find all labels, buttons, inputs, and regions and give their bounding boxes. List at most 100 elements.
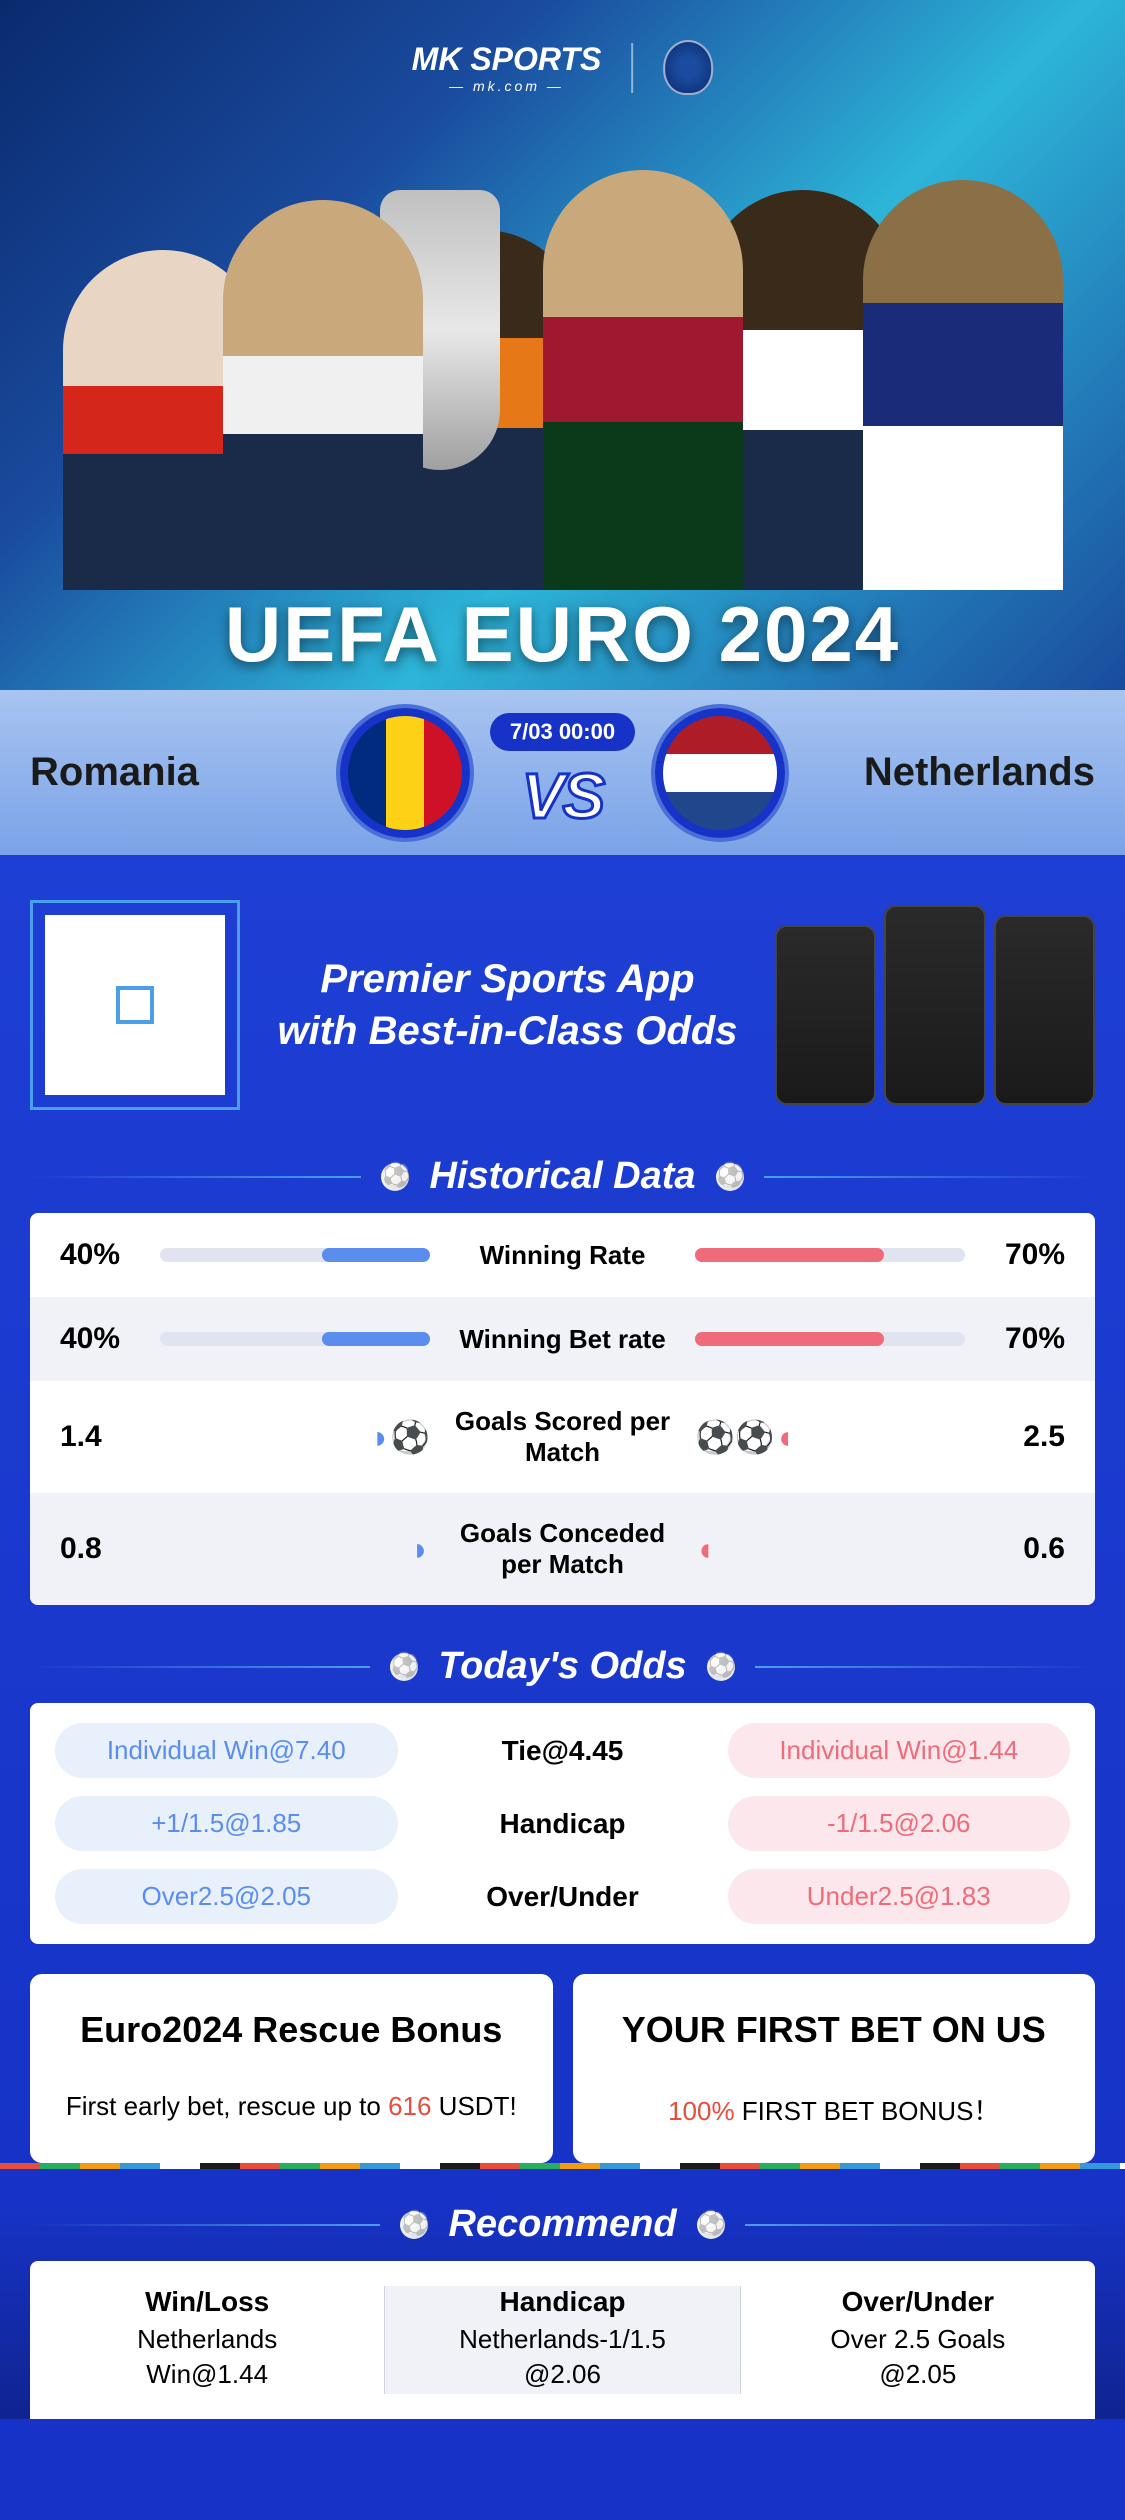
rec-label: Over/Under (741, 2286, 1095, 2318)
odds-pill-left[interactable]: Over2.5@2.05 (55, 1869, 398, 1924)
odds-center-label: Tie@4.45 (418, 1735, 708, 1767)
promo-banner: Premier Sports App with Best-in-Class Od… (30, 885, 1095, 1125)
data-value-left: 0.8 (60, 1532, 140, 1566)
odds-row: Over2.5@2.05 Over/Under Under2.5@1.83 (55, 1869, 1070, 1924)
odds-header: Today's Odds (30, 1645, 1095, 1688)
match-bar: Romania 7/03 00:00 VS Netherlands (0, 690, 1125, 855)
bonus-card[interactable]: YOUR FIRST BET ON US 100% FIRST BET BONU… (573, 1974, 1096, 2163)
header-line (30, 1176, 361, 1178)
soccer-ball-icon (381, 1163, 409, 1191)
rec-odds: @2.05 (741, 2359, 1095, 2390)
soccer-ball-icon (400, 2211, 428, 2239)
odds-center-label: Handicap (418, 1808, 708, 1840)
header-line (745, 2224, 1095, 2226)
odds-pill-right[interactable]: -1/1.5@2.06 (728, 1796, 1071, 1851)
data-label: Goals Conceded per Match (450, 1518, 675, 1580)
bonus-title: Euro2024 Rescue Bonus (60, 2009, 523, 2051)
qr-code-frame[interactable] (30, 900, 240, 1110)
bonus-card[interactable]: Euro2024 Rescue Bonus First early bet, r… (30, 1974, 553, 2163)
content-bottom: Recommend Win/Loss Netherlands Win@1.44 … (0, 2203, 1125, 2419)
club-badge-icon (663, 40, 713, 95)
recommend-col[interactable]: Win/Loss Netherlands Win@1.44 (30, 2286, 385, 2394)
flag-romania-icon (340, 708, 470, 838)
brand-subtitle: — mk.com — (449, 78, 564, 94)
header-line (30, 1666, 370, 1668)
rec-label: Handicap (385, 2286, 739, 2318)
bonus-cards: Euro2024 Rescue Bonus First early bet, r… (30, 1974, 1095, 2163)
bonus-title: YOUR FIRST BET ON US (603, 2009, 1066, 2051)
recommend-col[interactable]: Handicap Netherlands-1/1.5 @2.06 (385, 2286, 740, 2394)
rec-value: Over 2.5 Goals (741, 2324, 1095, 2355)
brand-name: MK SPORTS (412, 41, 602, 78)
promo-line1: Premier Sports App (320, 957, 694, 1001)
logo-divider (631, 43, 633, 93)
data-value-right: 70% (985, 1322, 1065, 1356)
soccer-ball-icon (716, 1163, 744, 1191)
recommend-col[interactable]: Over/Under Over 2.5 Goals @2.05 (741, 2286, 1095, 2394)
bonus-desc: 100% FIRST BET BONUS！ (603, 2091, 1066, 2128)
data-row: 1.4 ◗⚽ Goals Scored per Match ⚽⚽◖ 2.5 (30, 1381, 1095, 1493)
odds-pill-right[interactable]: Under2.5@1.83 (728, 1869, 1071, 1924)
historical-title: Historical Data (429, 1155, 695, 1198)
soccer-ball-icon (390, 1653, 418, 1681)
bar-left (160, 1248, 430, 1262)
rec-odds: @2.06 (385, 2359, 739, 2390)
players-graphic (0, 170, 1125, 590)
recommend-header: Recommend (30, 2203, 1095, 2246)
rec-value: Netherlands (30, 2324, 384, 2355)
data-value-right: 70% (985, 1238, 1065, 1272)
vs-block: 7/03 00:00 VS (490, 713, 635, 833)
data-row: 0.8 ◗ Goals Conceded per Match ◖ 0.6 (30, 1493, 1095, 1605)
bar-left (160, 1332, 430, 1346)
odds-section: Today's Odds Individual Win@7.40 Tie@4.4… (30, 1645, 1095, 1944)
player-graphic (223, 200, 423, 590)
goal-icons-left: ◗ (160, 1531, 430, 1568)
header-line (30, 2224, 380, 2226)
promo-line2: with Best-in-Class Odds (277, 1009, 737, 1053)
odds-pill-left[interactable]: +1/1.5@1.85 (55, 1796, 398, 1851)
odds-row: +1/1.5@1.85 Handicap -1/1.5@2.06 (55, 1796, 1070, 1851)
recommend-title: Recommend (448, 2203, 676, 2246)
rec-value: Netherlands-1/1.5 (385, 2324, 739, 2355)
phone-mockup-icon (775, 925, 876, 1105)
goal-icons-right: ⚽⚽◖ (695, 1418, 965, 1456)
historical-data-table: 40% Winning Rate 70% 40% Winning Bet rat… (30, 1213, 1095, 1605)
data-value-left: 40% (60, 1322, 140, 1356)
main-content: Premier Sports App with Best-in-Class Od… (0, 855, 1125, 2163)
phone-mockups (775, 905, 1095, 1105)
rec-odds: Win@1.44 (30, 2359, 384, 2390)
data-value-left: 1.4 (60, 1420, 140, 1454)
odds-box: Individual Win@7.40 Tie@4.45 Individual … (30, 1703, 1095, 1944)
player-graphic (543, 170, 743, 590)
data-value-right: 2.5 (985, 1420, 1065, 1454)
qr-code-icon (45, 915, 225, 1095)
odds-title: Today's Odds (438, 1645, 686, 1688)
player-graphic (863, 180, 1063, 590)
data-row: 40% Winning Bet rate 70% (30, 1297, 1095, 1381)
team-b-name: Netherlands (815, 750, 1095, 795)
hero-title: UEFA EURO 2024 (0, 589, 1125, 680)
logo-mk: MK SPORTS — mk.com — (412, 41, 602, 94)
flag-netherlands-icon (655, 708, 785, 838)
bar-right (695, 1332, 965, 1346)
phone-mockup-icon (884, 905, 985, 1105)
soccer-ball-icon (707, 1653, 735, 1681)
data-label: Winning Rate (450, 1240, 675, 1271)
odds-pill-right[interactable]: Individual Win@1.44 (728, 1723, 1071, 1778)
phone-mockup-icon (994, 915, 1095, 1105)
goal-icons-right: ◖ (695, 1531, 965, 1568)
data-row: 40% Winning Rate 70% (30, 1213, 1095, 1297)
data-label: Goals Scored per Match (450, 1406, 675, 1468)
odds-row: Individual Win@7.40 Tie@4.45 Individual … (55, 1723, 1070, 1778)
rec-label: Win/Loss (30, 2286, 384, 2318)
bonus-desc: First early bet, rescue up to 616 USDT! (60, 2091, 523, 2122)
data-value-left: 40% (60, 1238, 140, 1272)
brand-logo: MK SPORTS — mk.com — (412, 40, 714, 95)
match-datetime: 7/03 00:00 (490, 713, 635, 751)
odds-pill-left[interactable]: Individual Win@7.40 (55, 1723, 398, 1778)
soccer-ball-icon (697, 2211, 725, 2239)
historical-header: Historical Data (30, 1155, 1095, 1198)
recommend-box: Win/Loss Netherlands Win@1.44 Handicap N… (30, 2261, 1095, 2419)
recommend-section: Recommend Win/Loss Netherlands Win@1.44 … (30, 2203, 1095, 2419)
odds-center-label: Over/Under (418, 1881, 708, 1913)
